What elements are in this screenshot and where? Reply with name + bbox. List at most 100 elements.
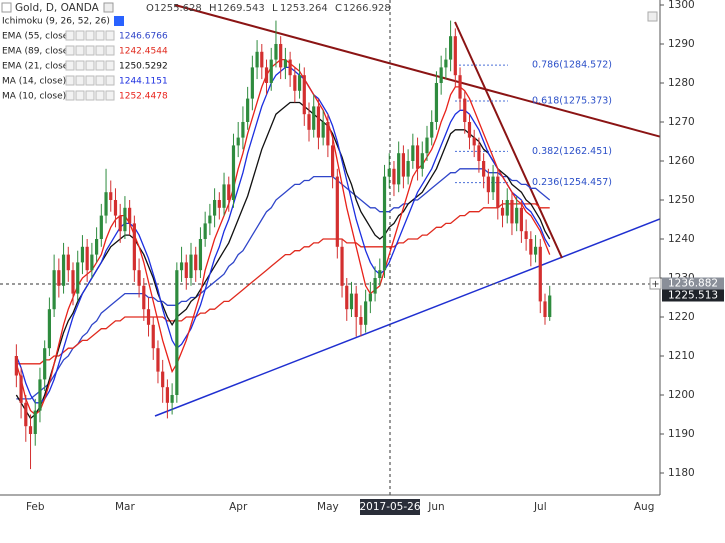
settings-icon[interactable] xyxy=(103,2,114,13)
fib-label: 0.382(1262.451) xyxy=(532,146,612,157)
ichimoku-eye[interactable] xyxy=(114,16,124,26)
x-tick-label: May xyxy=(317,501,339,513)
candle-body xyxy=(57,270,61,286)
candle-body xyxy=(246,98,250,122)
candle-body xyxy=(331,145,335,177)
candle-body xyxy=(505,199,509,216)
indicator-value: 1244.1151 xyxy=(119,77,168,87)
candle-body xyxy=(368,293,372,302)
y-tick-label: 1190 xyxy=(668,428,695,440)
candle-body xyxy=(524,231,528,239)
candle-body xyxy=(434,82,439,122)
ohlc-value: 1269.543 xyxy=(217,3,265,14)
indicator-name: EMA (55, close) xyxy=(2,32,72,42)
candle-body xyxy=(213,199,217,216)
candle-body xyxy=(231,145,236,200)
candle-body xyxy=(463,98,467,122)
candle-body xyxy=(260,51,264,68)
legend-icon xyxy=(95,30,105,41)
legend-icon xyxy=(85,60,95,71)
collapse-icon[interactable] xyxy=(1,2,12,13)
candle-body xyxy=(387,168,391,177)
x-tick-label: Feb xyxy=(26,501,45,513)
candle-body xyxy=(156,348,160,372)
candle-body xyxy=(486,176,490,193)
candle-body xyxy=(449,36,453,60)
y-tick-label: 1240 xyxy=(668,233,695,245)
legend-icon xyxy=(75,60,85,71)
candle-body xyxy=(198,238,203,271)
legend-icon xyxy=(105,60,115,71)
legend-icon xyxy=(95,90,105,101)
candle-body xyxy=(548,295,552,317)
candle-body xyxy=(250,67,254,99)
fib-label: 0.786(1284.572) xyxy=(532,60,612,71)
candle-body xyxy=(255,51,259,68)
crosshair-date: 2017-05-26 xyxy=(359,501,420,513)
candle-body xyxy=(175,270,179,396)
candle-body xyxy=(439,67,443,83)
legend-icon xyxy=(75,30,85,41)
legend-icon xyxy=(75,75,85,86)
candle-body xyxy=(90,254,94,271)
candle-body xyxy=(349,293,354,310)
candle-body xyxy=(109,192,113,200)
candle-body xyxy=(217,199,221,208)
x-tick-label: Apr xyxy=(229,501,248,513)
candle-body xyxy=(364,301,368,325)
y-tick-label: 1250 xyxy=(668,194,695,206)
candle-body xyxy=(189,254,193,278)
add-button[interactable] xyxy=(649,277,662,290)
candle-body xyxy=(71,270,75,294)
price-tag xyxy=(662,289,724,302)
x-tick-label: Mar xyxy=(115,501,135,513)
legend-icon xyxy=(85,75,95,86)
candle-body xyxy=(401,153,405,177)
candle-body xyxy=(222,184,226,208)
indicator-name: MA (14, close) xyxy=(2,77,66,87)
candle-body xyxy=(118,215,122,232)
candle-body xyxy=(477,145,481,161)
candle-body xyxy=(151,324,155,349)
candle-body xyxy=(269,59,273,83)
symbol: Gold, D, OANDA xyxy=(15,2,100,14)
ohlc-label: C xyxy=(335,3,342,14)
candle-body xyxy=(208,215,212,224)
y-tick-label: 1290 xyxy=(668,38,695,50)
candle-body xyxy=(33,410,37,435)
ohlc-value: 1253.264 xyxy=(280,3,328,14)
candle-body xyxy=(104,192,108,216)
indicator-value: 1246.6766 xyxy=(119,32,168,42)
candle-body xyxy=(279,43,283,68)
candle-body xyxy=(307,114,311,130)
candle-body xyxy=(52,270,56,310)
candle-body xyxy=(321,121,325,138)
candle-body xyxy=(519,207,523,232)
legend-icon xyxy=(95,45,105,56)
candle-body xyxy=(47,309,51,349)
scroll-button[interactable] xyxy=(647,11,658,22)
candle-body xyxy=(382,176,387,271)
indicator-value: 1252.4478 xyxy=(119,92,168,102)
candle-body xyxy=(411,145,415,161)
candle-body xyxy=(326,121,330,146)
candle-body xyxy=(293,75,297,91)
fib-label: 0.236(1254.457) xyxy=(532,177,612,188)
plot-area xyxy=(0,0,660,495)
legend-icon xyxy=(65,45,75,56)
candle-body xyxy=(515,207,519,224)
legend-icon xyxy=(75,90,85,101)
legend-icon xyxy=(105,75,115,86)
candle-body xyxy=(95,238,99,255)
candle-body xyxy=(76,262,80,294)
candle-body xyxy=(132,223,136,271)
candle-body xyxy=(165,387,169,403)
indicator-value: 1242.4544 xyxy=(119,47,168,57)
legend-icon xyxy=(105,30,115,41)
trend-line xyxy=(454,21,563,259)
legend-icon xyxy=(95,75,105,86)
candle-body xyxy=(529,238,533,255)
candle-body xyxy=(24,402,28,427)
indicator-name: EMA (21, close) xyxy=(2,62,72,72)
candle-body xyxy=(203,223,207,239)
